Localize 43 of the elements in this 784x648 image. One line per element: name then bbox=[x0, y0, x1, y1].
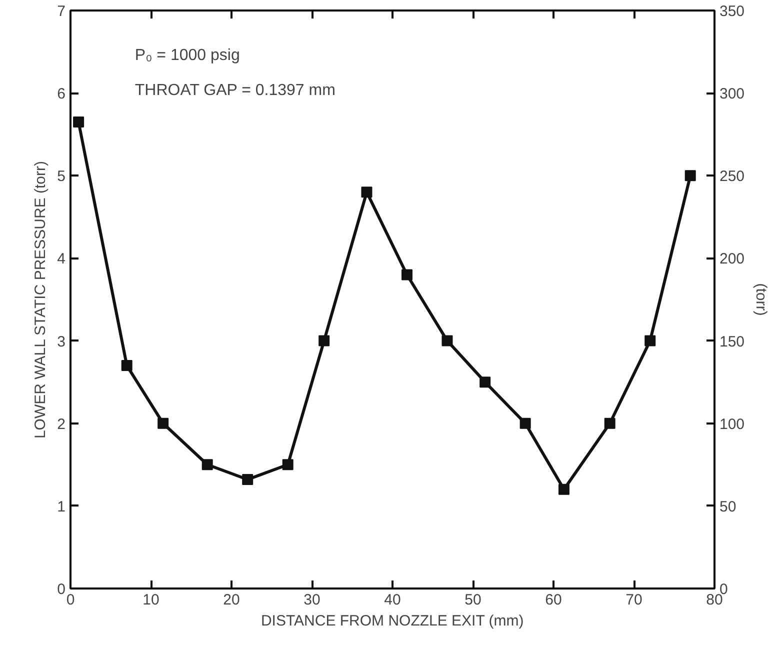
y-tick-label: 4 bbox=[57, 250, 66, 268]
y2-tick-label: 50 bbox=[720, 498, 736, 516]
x-tick-label: 70 bbox=[626, 592, 642, 608]
y2-tick-label: 100 bbox=[720, 416, 745, 433]
point bbox=[442, 335, 453, 346]
x-tick-label: 30 bbox=[304, 592, 320, 608]
y2-tick-label: 150 bbox=[720, 333, 745, 350]
point bbox=[73, 116, 84, 128]
y2-axis-title: (torr) bbox=[752, 283, 770, 316]
point bbox=[644, 335, 656, 346]
x-tick-label: 20 bbox=[223, 592, 240, 608]
y-axis-title: LOWER WALL STATIC PRESSURE (torr) bbox=[32, 161, 50, 439]
annotation: P₀ = 1000 psig bbox=[134, 47, 240, 64]
point bbox=[401, 269, 412, 280]
y2-tick-label: 350 bbox=[720, 3, 745, 20]
x-tick-label: 40 bbox=[384, 592, 401, 608]
point bbox=[242, 474, 254, 486]
point bbox=[480, 376, 491, 388]
y-tick-label: 6 bbox=[57, 86, 66, 103]
point bbox=[361, 186, 372, 198]
point bbox=[604, 418, 616, 429]
x-axis-title: DISTANCE FROM NOZZLE EXIT (mm) bbox=[260, 612, 524, 630]
y-tick-label: 7 bbox=[57, 3, 66, 20]
point bbox=[558, 484, 570, 495]
point bbox=[202, 459, 213, 470]
y2-tick-label: 250 bbox=[720, 168, 745, 186]
y2-tick-label: 200 bbox=[720, 250, 745, 268]
point bbox=[158, 418, 169, 429]
point bbox=[318, 335, 330, 346]
y-tick-label: 5 bbox=[57, 168, 66, 186]
y-tick-label: 3 bbox=[57, 333, 66, 350]
y-tick-label: 1 bbox=[57, 498, 66, 516]
y2-tick-label: 300 bbox=[720, 86, 745, 103]
point bbox=[282, 459, 294, 470]
y-tick-label: 2 bbox=[57, 416, 66, 433]
point bbox=[121, 360, 132, 372]
point bbox=[684, 170, 696, 182]
point bbox=[520, 418, 531, 429]
x-tick-label: 50 bbox=[464, 592, 482, 608]
x-tick-label: 10 bbox=[142, 592, 160, 608]
annotation: THROAT GAP = 0.1397 mm bbox=[134, 82, 336, 99]
x-tick-label: 60 bbox=[545, 592, 562, 608]
y-tick-label: 0 bbox=[57, 581, 66, 598]
